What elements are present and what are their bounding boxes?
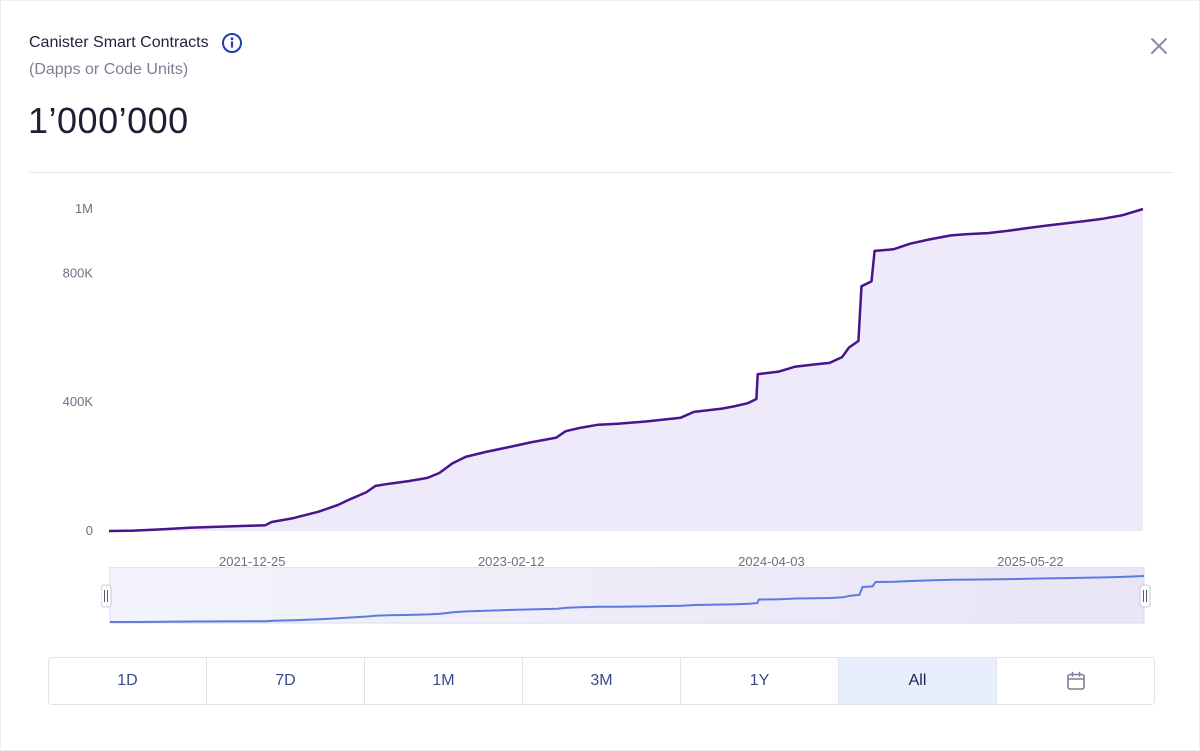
range-button-1m[interactable]: 1M	[365, 658, 523, 704]
info-icon[interactable]	[221, 32, 243, 54]
x-axis: 2021-12-25 2023-02-12 2024-04-03 2025-05-22	[219, 554, 1064, 569]
calendar-icon	[1066, 671, 1085, 690]
y-tick-label: 400K	[63, 394, 94, 409]
x-tick-label: 2025-05-22	[997, 554, 1064, 569]
series-line	[108, 207, 1144, 533]
y-tick-label: 1M	[75, 201, 93, 216]
x-tick-label: 2021-12-25	[219, 554, 286, 569]
navigator-line	[110, 575, 1145, 623]
close-icon[interactable]	[1147, 34, 1171, 58]
y-axis: 0 400K 800K 1M	[63, 201, 94, 538]
y-tick-label: 800K	[63, 265, 94, 280]
range-button-1y[interactable]: 1Y	[681, 658, 839, 704]
navigator-handle-right[interactable]	[1139, 584, 1151, 608]
navigator-window	[109, 567, 1145, 624]
navigator-handle-left[interactable]	[101, 584, 112, 608]
range-button-3m[interactable]: 3M	[523, 658, 681, 704]
y-tick-label: 0	[86, 523, 93, 538]
range-button-1d[interactable]: 1D	[49, 658, 207, 704]
x-tick-label: 2023-02-12	[478, 554, 545, 569]
title-row: Canister Smart Contracts	[29, 32, 243, 54]
range-selector: 1D 7D 1M 3M 1Y All	[48, 657, 1155, 705]
main-chart[interactable]: 0 400K 800K 1M 2021-12-25 2023-02-12 2024-04-…	[1, 191, 1200, 581]
chart-subtitle: (Dapps or Code Units)	[29, 61, 189, 78]
x-tick-label: 2024-04-03	[738, 554, 805, 569]
range-button-7d[interactable]: 7D	[207, 658, 365, 704]
date-picker-button[interactable]	[997, 658, 1154, 704]
range-button-all[interactable]: All	[839, 658, 997, 704]
series-area	[109, 209, 1143, 531]
current-value: 1’000’000	[28, 100, 189, 141]
range-navigator[interactable]	[101, 567, 1156, 627]
chart-title: Canister Smart Contracts	[29, 34, 209, 51]
header-divider	[29, 172, 1174, 173]
